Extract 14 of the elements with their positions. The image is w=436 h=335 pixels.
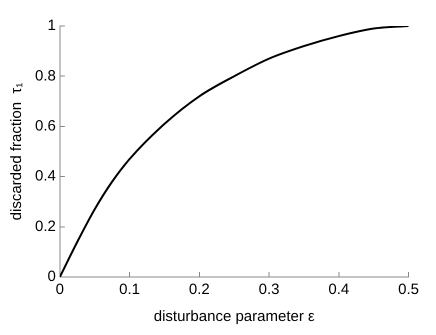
x-tick-label: 0.4	[328, 281, 350, 298]
x-tick-label: 0.5	[398, 281, 420, 298]
x-tick-label: 0.2	[188, 281, 210, 298]
x-tick-label: 0.1	[119, 281, 140, 298]
x-tick-label: 0.3	[258, 281, 280, 298]
line-series	[60, 26, 409, 277]
y-tick-label: 0.2	[34, 218, 56, 235]
y-tick-label: 0.8	[34, 67, 56, 84]
x-axis-title: disturbance parameter ε	[154, 308, 315, 326]
y-tick-label: 0	[48, 268, 56, 286]
y-tick-label: 0.6	[34, 118, 56, 135]
y-tick-label: 1	[48, 17, 56, 34]
y-axis-title: discarded fraction τ₁	[8, 82, 26, 220]
y-tick-label: 0.4	[34, 168, 56, 185]
